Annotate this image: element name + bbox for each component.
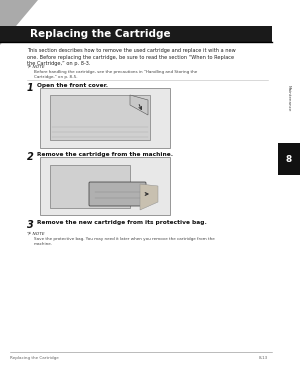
Text: Replacing the Cartridge: Replacing the Cartridge: [30, 29, 171, 39]
Text: Before handling the cartridge, see the precautions in “Handling and Storing the
: Before handling the cartridge, see the p…: [34, 70, 197, 79]
Text: 8: 8: [286, 155, 292, 164]
Text: Maintenance: Maintenance: [287, 85, 291, 111]
Bar: [40, 157, 170, 215]
Text: Replacing the Cartridge: Replacing the Cartridge: [10, 356, 59, 360]
FancyBboxPatch shape: [89, 182, 146, 206]
Text: Remove the new cartridge from its protective bag.: Remove the new cartridge from its protec…: [37, 220, 207, 225]
Text: Open the front cover.: Open the front cover.: [37, 83, 108, 88]
Bar: [40, 88, 170, 148]
Bar: [50, 165, 130, 208]
Polygon shape: [0, 0, 38, 45]
Polygon shape: [130, 95, 148, 115]
Text: 3: 3: [27, 220, 34, 230]
Text: Save the protective bag. You may need it later when you remove the cartridge fro: Save the protective bag. You may need it…: [34, 237, 215, 246]
Text: This section describes how to remove the used cartridge and replace it with a ne: This section describes how to remove the…: [27, 48, 236, 66]
Bar: [50, 95, 150, 140]
Bar: [0, 26, 272, 42]
Text: 8-13: 8-13: [259, 356, 268, 360]
Polygon shape: [140, 184, 158, 210]
Text: 1: 1: [27, 83, 34, 93]
Bar: [278, 143, 300, 175]
Text: Remove the cartridge from the machine.: Remove the cartridge from the machine.: [37, 152, 173, 157]
Text: ℉ NOTE: ℉ NOTE: [27, 65, 45, 69]
Text: ℉ NOTE: ℉ NOTE: [27, 232, 45, 236]
Text: 2: 2: [27, 152, 34, 162]
